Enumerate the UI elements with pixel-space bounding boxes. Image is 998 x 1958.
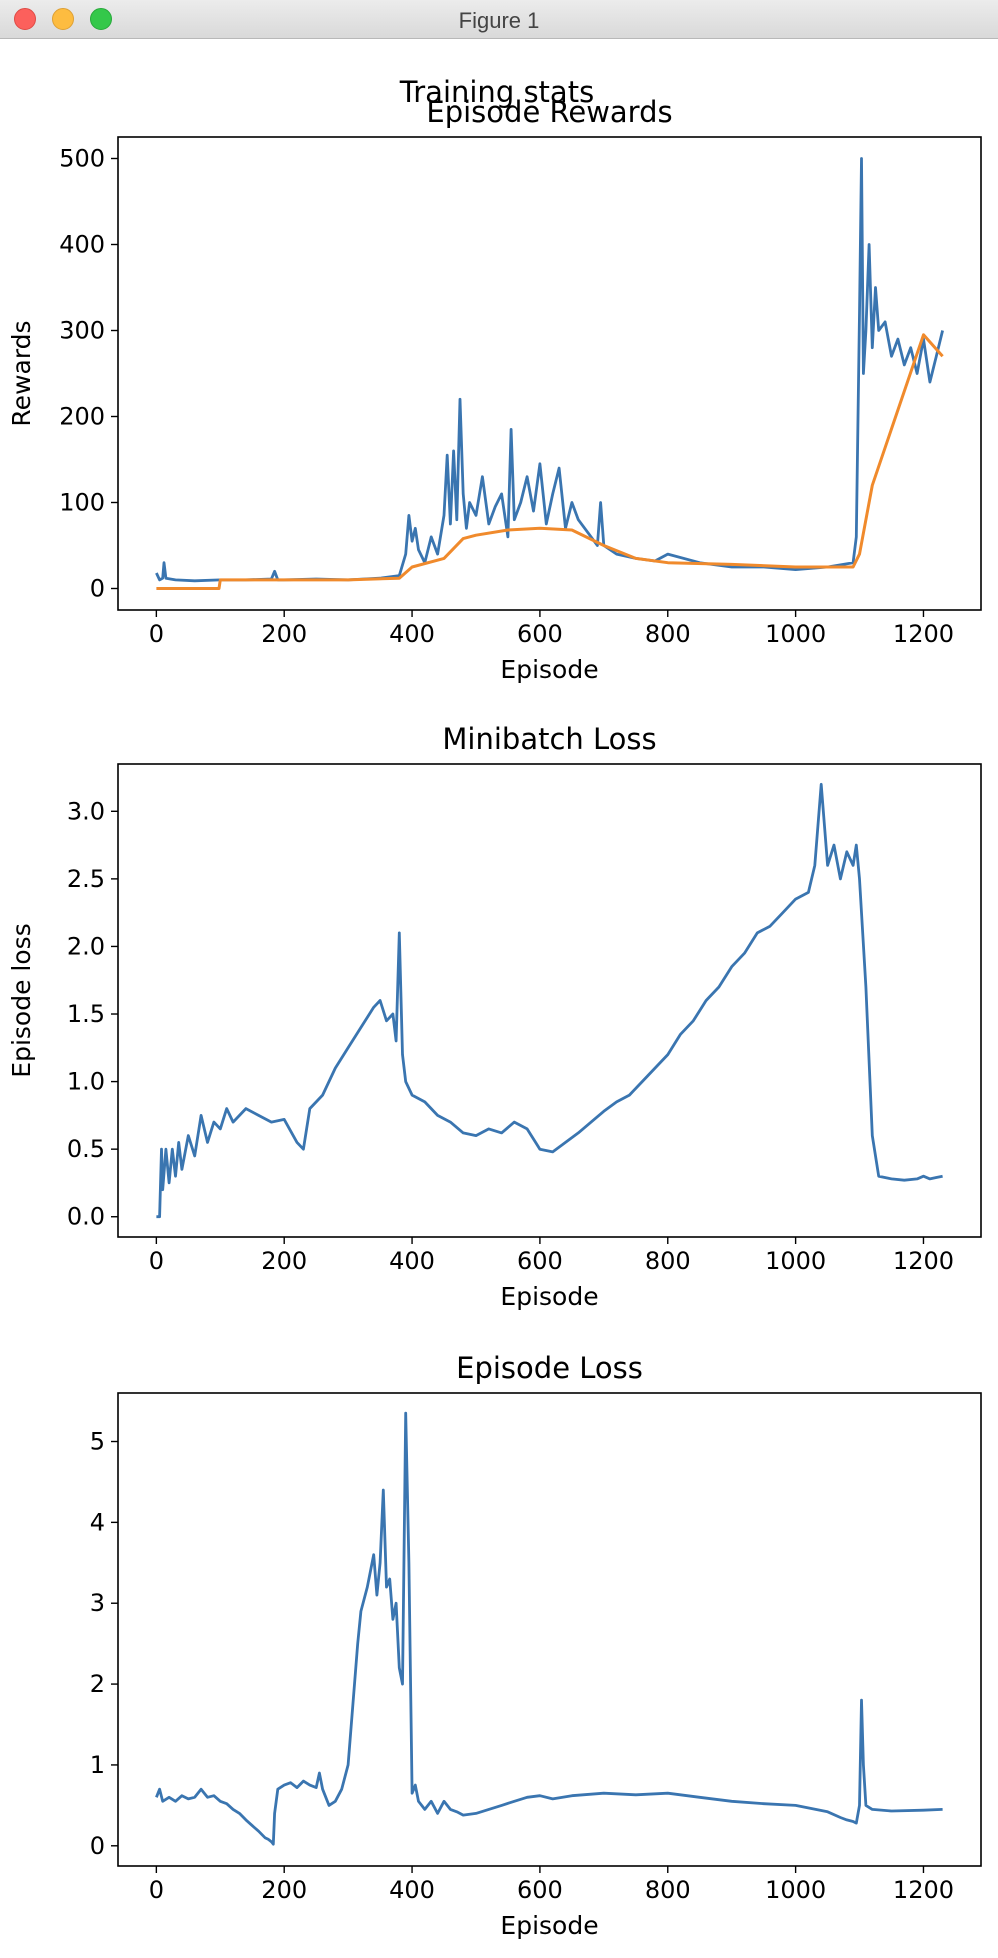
chart-rewards-y-tick-label: 0 bbox=[90, 575, 105, 603]
chart-episode-loss-y-tick-label: 0 bbox=[90, 1832, 105, 1860]
chart-minibatch-loss-y-tick-label: 1.0 bbox=[67, 1068, 105, 1096]
chart-episode-loss-x-tick-label: 1000 bbox=[765, 1876, 826, 1904]
chart-episode-loss-y-tick-label: 4 bbox=[90, 1508, 105, 1536]
chart-rewards-axes-frame bbox=[117, 136, 982, 611]
chart-episode-loss-y-tick-label: 3 bbox=[90, 1589, 105, 1617]
chart-rewards-x-tick-label: 400 bbox=[389, 620, 435, 648]
chart-rewards-x-tick-label: 200 bbox=[261, 620, 307, 648]
chart-minibatch-loss-y-tick-label: 3.0 bbox=[67, 797, 105, 825]
chart-episode-loss-x-axis-label: Episode bbox=[500, 1911, 598, 1940]
chart-rewards-y-axis-label: Rewards bbox=[7, 320, 36, 426]
chart-episode-loss-x-tick-label: 600 bbox=[517, 1876, 563, 1904]
chart-minibatch-loss-y-tick-label: 0.5 bbox=[67, 1135, 105, 1163]
chart-rewards-y-tick-label: 400 bbox=[59, 231, 105, 259]
chart-rewards-y-tick-label: 500 bbox=[59, 145, 105, 173]
chart-episode-loss-x-tick-label: 0 bbox=[149, 1876, 164, 1904]
chart-minibatch-loss-y-axis-label: Episode loss bbox=[7, 923, 36, 1077]
chart-rewards-series-line-0 bbox=[155, 157, 944, 583]
minimize-button[interactable] bbox=[52, 8, 74, 30]
chart-rewards-series-line-1 bbox=[156, 333, 944, 590]
chart-episode-loss-x-tick-label: 400 bbox=[389, 1876, 435, 1904]
chart-episode-loss-title: Episode Loss bbox=[456, 1351, 643, 1385]
chart-minibatch-loss-y-tick-label: 0.0 bbox=[67, 1203, 105, 1231]
chart-minibatch-loss-series-line-0 bbox=[156, 782, 943, 1219]
chart-rewards-x-tick-label: 800 bbox=[645, 620, 691, 648]
chart-episode-loss-y-tick-label: 2 bbox=[90, 1670, 105, 1698]
figure-suptitle: Training stats bbox=[399, 75, 594, 109]
chart-minibatch-loss-axes-frame bbox=[117, 763, 982, 1238]
chart-episode-loss-y-tick-label: 5 bbox=[90, 1428, 105, 1456]
chart-rewards-y-tick-label: 300 bbox=[59, 317, 105, 345]
chart-episode-loss-x-tick-label: 1200 bbox=[893, 1876, 954, 1904]
chart-rewards-x-tick-label: 0 bbox=[149, 620, 164, 648]
chart-minibatch-loss-x-tick-label: 800 bbox=[645, 1247, 691, 1275]
chart-minibatch-loss: 0 200 400 600 800 1000 1200 0.0 0.5 1.0 1.5 2.0 2.5 3… bbox=[7, 722, 982, 1311]
chart-minibatch-loss-x-tick-label: 200 bbox=[261, 1247, 307, 1275]
chart-minibatch-loss-x-tick-label: 0 bbox=[149, 1247, 164, 1275]
window-titlebar: Figure 1 bbox=[0, 0, 998, 39]
chart-rewards-x-tick-label: 1000 bbox=[765, 620, 826, 648]
chart-rewards-y-tick-label: 100 bbox=[59, 489, 105, 517]
chart-minibatch-loss-x-tick-label: 1200 bbox=[893, 1247, 954, 1275]
figure-canvas: Training stats 0 200 400 600 800 1000 12000100… bbox=[7, 75, 982, 1940]
chart-episode-loss-y-tick-label: 1 bbox=[90, 1751, 105, 1779]
chart-episode-loss-axes-frame bbox=[117, 1392, 982, 1867]
chart-minibatch-loss-y-tick-label: 1.5 bbox=[67, 1000, 105, 1028]
chart-minibatch-loss-x-tick-label: 600 bbox=[517, 1247, 563, 1275]
chart-episode-loss-x-tick-label: 200 bbox=[261, 1876, 307, 1904]
chart-rewards-x-axis-label: Episode bbox=[500, 655, 598, 684]
window-title: Figure 1 bbox=[458, 8, 540, 33]
chart-minibatch-loss-x-tick-label: 400 bbox=[389, 1247, 435, 1275]
chart-minibatch-loss-x-tick-label: 1000 bbox=[765, 1247, 826, 1275]
close-button[interactable] bbox=[14, 8, 36, 30]
chart-minibatch-loss-x-axis-label: Episode bbox=[500, 1282, 598, 1311]
chart-episode-loss-series-line-0 bbox=[155, 1411, 943, 1846]
chart-rewards-x-tick-label: 1200 bbox=[893, 620, 954, 648]
chart-rewards-title: Episode Rewards bbox=[426, 95, 672, 129]
chart-minibatch-loss-title: Minibatch Loss bbox=[442, 722, 656, 756]
chart-minibatch-loss-y-tick-label: 2.5 bbox=[67, 865, 105, 893]
chart-rewards-x-tick-label: 600 bbox=[517, 620, 563, 648]
maximize-button[interactable] bbox=[90, 8, 112, 30]
chart-minibatch-loss-y-tick-label: 2.0 bbox=[67, 932, 105, 960]
chart-rewards-y-tick-label: 200 bbox=[59, 403, 105, 431]
chart-rewards: 0 200 400 600 800 1000 1200 0 100 200 300 400 500 Epi… bbox=[7, 95, 982, 684]
chart-episode-loss: 0 200 400 600 800 1000 1200 0 1 2 3 4 5 Episode Loss E… bbox=[90, 1351, 982, 1940]
chart-episode-loss-x-tick-label: 800 bbox=[645, 1876, 691, 1904]
